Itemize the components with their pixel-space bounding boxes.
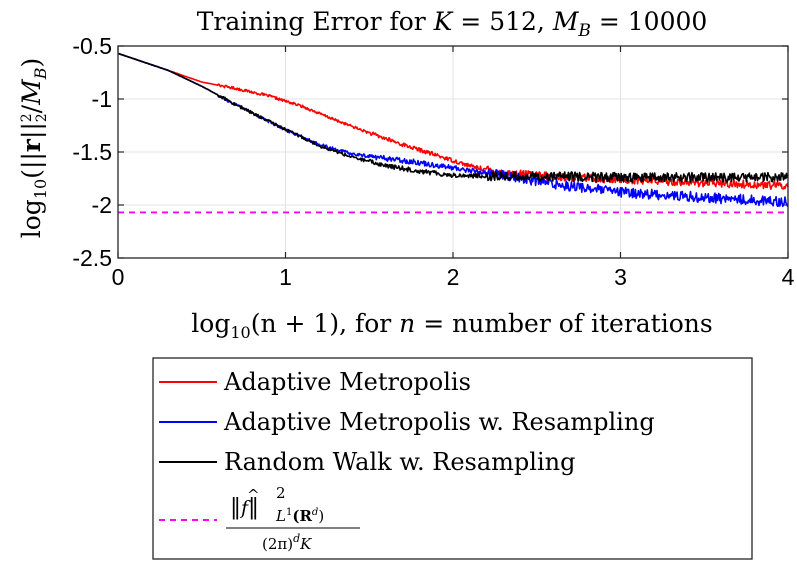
legend-label-random-walk-resampling: Random Walk w. Resampling [224, 448, 575, 476]
legend: Adaptive Metropolis Adaptive Metropolis … [152, 357, 753, 560]
series-line-random-walk-resampling [117, 52, 789, 183]
legend-entry-adaptive-metropolis-resampling: Adaptive Metropolis w. Resampling [159, 408, 655, 436]
y-tick-label: -1.5 [72, 139, 112, 165]
chart-title: Training Error for K = 512, MB = 10000 [197, 7, 708, 41]
x-tick-label: 4 [782, 264, 795, 290]
legend-label-adaptive-metropolis-resampling: Adaptive Metropolis w. Resampling [223, 408, 655, 436]
x-tick-label: 1 [279, 264, 292, 290]
legend-entry-fhat-bound: ‖f‖ ^ 2 L1(Rd) (2π)dK [159, 484, 360, 553]
legend-label-fhat-bound: ‖f‖ ^ 2 L1(Rd) (2π)dK [226, 484, 360, 553]
y-tick-label: -1 [92, 86, 112, 112]
y-tick-label: -2 [92, 192, 112, 218]
grid-lines [117, 45, 789, 259]
y-axis-label: log10(||r||22/MB) [17, 58, 50, 238]
series-line-adaptive-metropolis [117, 52, 789, 190]
y-tick-label: -2.5 [72, 245, 112, 271]
legend-label-adaptive-metropolis: Adaptive Metropolis [223, 368, 471, 396]
legend-formula-sup: 2 [276, 484, 286, 502]
legend-formula-numerator: ‖f‖ [230, 495, 259, 520]
series-lines [117, 52, 789, 214]
legend-entry-adaptive-metropolis: Adaptive Metropolis [159, 368, 471, 396]
legend-formula-hat: ^ [247, 486, 260, 504]
legend-formula-denominator: (2π)dK [262, 532, 312, 553]
plot-frame [117, 45, 789, 259]
y-tick-label: -0.5 [72, 33, 112, 59]
x-tick-label: 2 [447, 264, 460, 290]
x-tick-label: 0 [112, 264, 125, 290]
legend-formula-sub: L1(Rd) [275, 507, 324, 525]
legend-box [152, 357, 753, 560]
legend-entry-random-walk-resampling: Random Walk w. Resampling [159, 448, 575, 476]
x-axis-label: log10(n + 1), for n = number of iteratio… [191, 309, 712, 342]
axis-ticks: 0 1 2 3 4 -0.5 -1 -1.5 -2 -2.5 [72, 33, 794, 290]
x-tick-label: 3 [614, 264, 627, 290]
